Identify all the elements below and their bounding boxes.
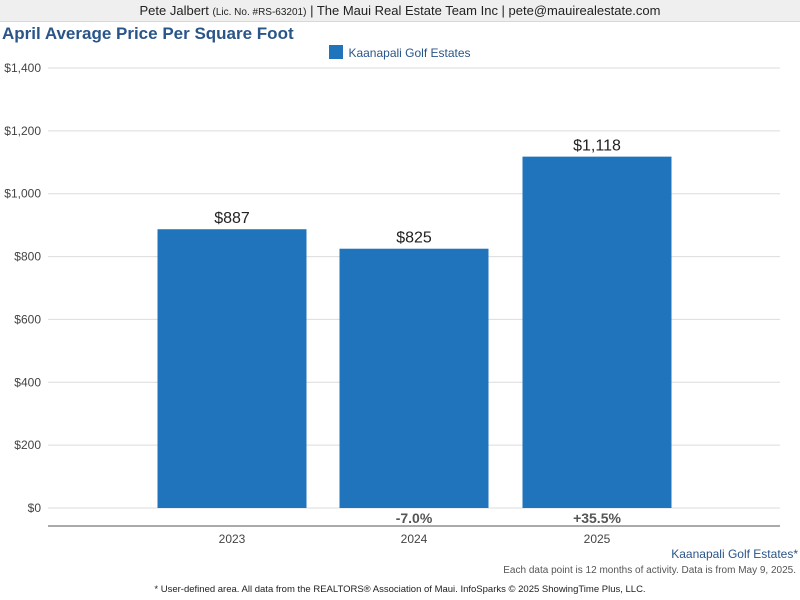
agent-license: (Lic. No. #RS-63201) [212, 7, 307, 18]
bar-value-label: $1,118 [573, 138, 621, 155]
x-tick-label: 2025 [584, 532, 611, 546]
y-tick-label: $1,200 [4, 124, 41, 138]
bar-chart: $0 $200 $400 $600 $800 $1,000 $1,200 $1,400 $887… [4, 61, 780, 546]
bar-value-label: $825 [396, 230, 432, 247]
bar-value-label: $887 [214, 210, 250, 227]
y-tick-label: $400 [14, 375, 41, 389]
bar-2023 [157, 229, 307, 508]
chart-title: April Average Price Per Square Foot [2, 24, 294, 43]
bar-2024 [339, 248, 489, 508]
area-link[interactable]: Kaanapali Golf Estates* [671, 547, 798, 561]
y-tick-label: $600 [14, 312, 41, 326]
change-label: -7.0% [396, 510, 433, 526]
bar-2025 [522, 156, 672, 508]
y-tick-label: $1,400 [4, 61, 41, 75]
x-tick-label: 2024 [401, 532, 428, 546]
header-bar: Pete Jalbert (Lic. No. #RS-63201) | The … [0, 0, 800, 22]
change-label: +35.5% [573, 510, 621, 526]
chart-legend[interactable]: Kaanapali Golf Estates [0, 45, 800, 60]
footer-disclaimer: * User-defined area. All data from the R… [154, 584, 646, 595]
y-tick-label: $800 [14, 250, 41, 264]
x-tick-label: 2023 [219, 532, 246, 546]
y-tick-label: $0 [28, 501, 42, 515]
legend-label: Kaanapali Golf Estates [348, 46, 471, 60]
data-note: Each data point is 12 months of activity… [503, 565, 796, 576]
y-tick-label: $200 [14, 438, 41, 452]
y-tick-label: $1,000 [4, 187, 41, 201]
agent-name: Pete Jalbert [139, 3, 209, 18]
legend-swatch [329, 45, 344, 59]
agent-company-email: | The Maui Real Estate Team Inc | pete@m… [310, 3, 661, 18]
